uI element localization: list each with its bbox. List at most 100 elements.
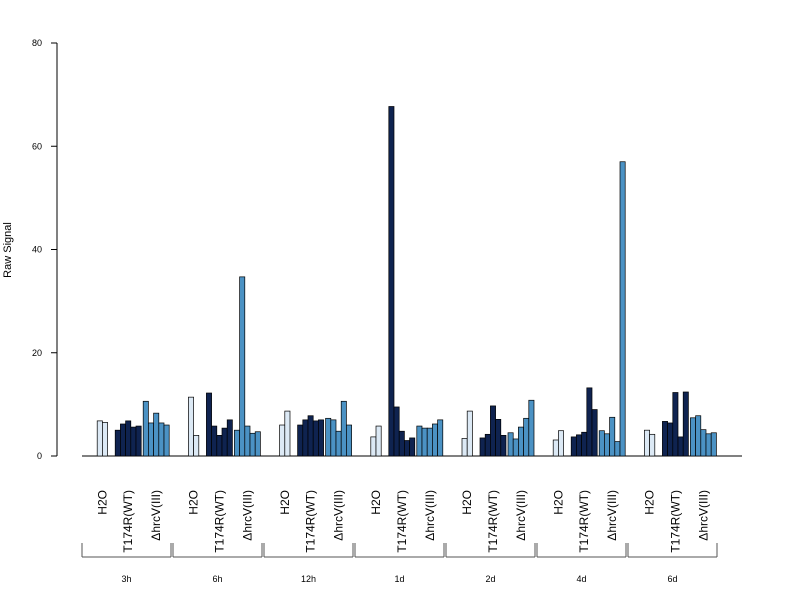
time-label: 12h <box>301 574 316 584</box>
y-tick-label: 80 <box>32 38 42 48</box>
condition-label: T174R(WT) <box>486 490 500 553</box>
bar <box>710 432 717 457</box>
bar <box>649 433 656 457</box>
condition-label: T174R(WT) <box>577 490 591 553</box>
bar <box>102 422 108 457</box>
bar <box>404 440 410 457</box>
condition-label: ΔhrcV(III) <box>423 490 437 541</box>
bar <box>705 433 712 457</box>
condition-label: H2O <box>278 490 292 515</box>
bar <box>284 410 291 457</box>
bar <box>375 425 382 457</box>
bar <box>254 431 261 457</box>
bar <box>528 399 535 457</box>
bar <box>518 426 524 457</box>
bar <box>211 425 218 457</box>
bar <box>312 420 319 457</box>
y-tick-label: 0 <box>37 451 42 461</box>
bar <box>523 417 530 457</box>
bar <box>558 430 564 457</box>
bar <box>221 427 228 457</box>
bar <box>226 419 233 457</box>
bar <box>297 424 304 457</box>
bar <box>581 431 588 457</box>
bar <box>461 438 468 457</box>
condition-label: H2O <box>369 490 383 515</box>
time-label: 3h <box>121 574 131 584</box>
bar <box>398 430 405 457</box>
time-label: 6h <box>212 574 222 584</box>
y-tick-label: 20 <box>32 348 42 358</box>
bar <box>302 419 309 457</box>
condition-label: T174R(WT) <box>668 490 682 553</box>
bar <box>591 409 598 457</box>
bar <box>682 391 689 457</box>
bar <box>393 406 400 457</box>
bar <box>695 415 702 457</box>
bar <box>512 438 519 457</box>
condition-labels: H2O T174R(WT) ΔhrcV(III) H2O T174R(WT) ΔhrcV(… <box>95 490 710 553</box>
bar <box>307 415 314 457</box>
bar <box>335 430 342 457</box>
bar <box>409 437 416 457</box>
bar <box>188 396 194 457</box>
bar <box>346 424 352 457</box>
bar <box>249 432 256 457</box>
condition-label: T174R(WT) <box>304 490 318 553</box>
bars-layer <box>96 106 717 457</box>
bar <box>239 276 246 457</box>
bar <box>130 426 137 457</box>
bar <box>216 435 223 457</box>
time-label: 1d <box>394 574 404 584</box>
bar <box>619 161 626 457</box>
bar <box>340 400 347 457</box>
bar <box>96 420 103 457</box>
condition-label: ΔhrcV(III) <box>514 490 528 541</box>
bar <box>416 425 423 457</box>
condition-label: H2O <box>643 490 657 515</box>
bar <box>466 410 473 457</box>
bar <box>576 434 582 457</box>
bar <box>586 387 593 457</box>
bar <box>120 423 126 457</box>
bar <box>644 429 650 457</box>
condition-label: ΔhrcV(III) <box>605 490 619 541</box>
bar <box>426 427 433 457</box>
y-tick-label: 40 <box>32 245 42 255</box>
bar <box>507 432 514 457</box>
bar <box>114 429 121 457</box>
bar <box>484 433 491 457</box>
condition-label: T174R(WT) <box>121 490 135 553</box>
bar <box>148 422 154 457</box>
time-label: 6d <box>667 574 677 584</box>
bar <box>388 106 395 457</box>
time-brackets: 3h 6h 12h 1d 2d 4d 6d <box>81 543 718 584</box>
bar <box>604 433 610 457</box>
bar <box>495 419 502 457</box>
bar <box>153 412 160 457</box>
bar <box>479 437 486 457</box>
bar <box>279 424 286 457</box>
condition-label: H2O <box>95 490 109 515</box>
condition-label: T174R(WT) <box>395 490 409 553</box>
bar <box>598 430 605 457</box>
y-axis-title: Raw Signal <box>2 222 14 278</box>
bar <box>330 419 337 457</box>
bar <box>437 419 444 457</box>
condition-label: T174R(WT) <box>212 490 226 553</box>
bar <box>432 423 438 457</box>
bar <box>490 405 496 457</box>
bar <box>318 419 324 457</box>
bar <box>677 436 684 457</box>
condition-label: ΔhrcV(III) <box>149 490 163 541</box>
bar <box>370 436 377 457</box>
bar <box>500 435 507 457</box>
bar <box>163 424 170 457</box>
bar <box>421 427 428 457</box>
bar <box>142 400 149 457</box>
condition-label: H2O <box>187 490 201 515</box>
condition-label: ΔhrcV(III) <box>332 490 346 541</box>
y-tick-label: 60 <box>32 141 42 151</box>
bar <box>570 436 577 457</box>
bar <box>125 420 132 457</box>
